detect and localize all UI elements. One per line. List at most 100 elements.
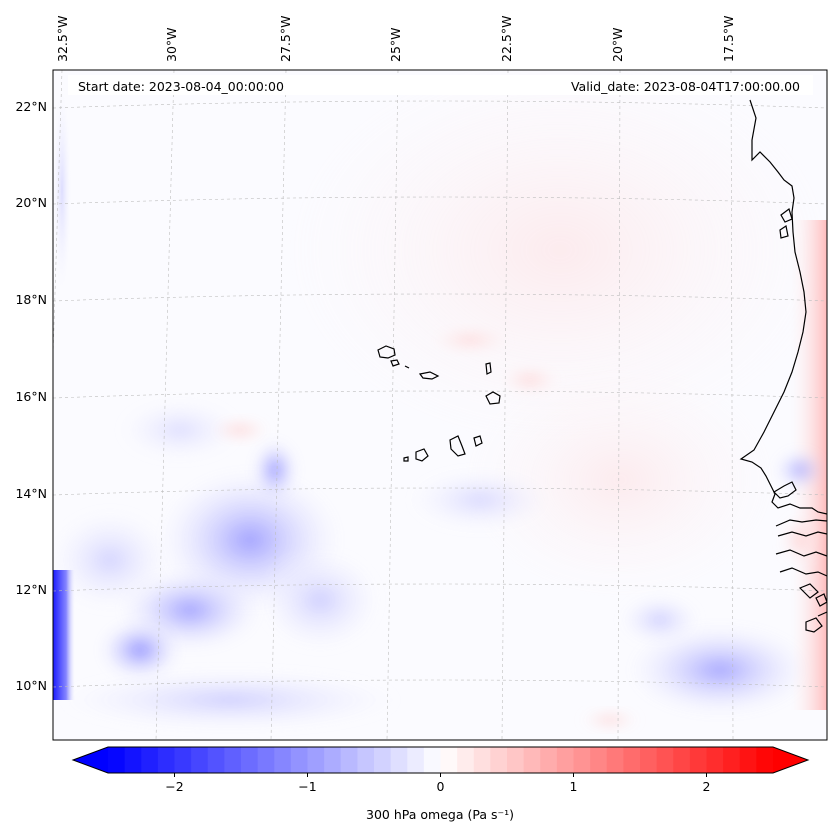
lon-tick-label: 32.5°W [55,16,70,62]
gridline-lon-17.5 [730,70,734,740]
colorbar-segment [440,747,458,773]
coast-gambia-south [777,531,827,537]
map-panel: Start date: 2023-08-04_00:00:00 Valid_da… [52,69,828,741]
colorbar-segment [124,747,142,773]
colorbar-ticks: −2 −1 0 1 2 [165,773,710,794]
lon-tick-label: 20°W [610,27,625,62]
colorbar-segment [324,747,342,773]
colorbar-segment [640,747,658,773]
lat-tick-label: 14°N [15,486,47,501]
colorbar-tick-label: −2 [165,779,183,794]
colorbar-outline [71,746,810,774]
coastline-mainland [739,99,827,515]
island-santiago [449,435,466,457]
map-frame [52,69,828,741]
colorbar-segment [540,747,558,773]
colorbar-segment [656,747,674,773]
gridline-lat-10 [53,679,827,688]
island-boa-vista [485,391,501,405]
lat-tick-label: 18°N [15,292,47,307]
coast-casamance [775,549,827,557]
colorbar-segment [340,747,358,773]
colorbar-label: 300 hPa omega (Pa s⁻¹) [366,807,514,822]
date-annotation-band [68,75,813,95]
lat-tick-label: 22°N [15,99,47,114]
island-sao-vicente [390,359,400,367]
coast-islets-2 [815,593,827,607]
coast-bijagos-east [817,611,827,617]
gridline-lon-20 [617,70,621,740]
colorbar-segment [157,747,176,773]
colorbar-segment [390,747,408,773]
colorbar-segment [590,747,608,773]
coast-gambia-north [775,519,827,527]
gridline-lon-25 [386,70,399,740]
colorbar-segment [241,747,259,773]
colorbar-segment [623,747,641,773]
island-fogo [415,448,429,462]
lon-tick-label: 17.5°W [721,16,736,62]
coast-banc-arguin [780,208,793,223]
graticule [53,70,827,740]
coast-bijagos [805,617,823,633]
colorbar-segment [207,747,225,773]
coast-inlet [779,225,789,239]
lat-tick-labels: 22°N 20°N 18°N 16°N 14°N 12°N 10°N [15,99,47,693]
colorbar-tick-label: 0 [437,779,445,794]
colorbar-segment [457,747,475,773]
colorbar-segment [224,747,242,773]
island-santa-luzia [404,365,410,369]
colorbar-tick-label: −1 [298,779,316,794]
colorbar-segment [307,747,325,773]
gridline-lat-16 [53,390,827,399]
colorbar-segment [490,747,508,773]
colorbar-segment [407,747,425,773]
colorbar-segment [739,747,757,773]
lon-tick-label: 22.5°W [499,16,514,62]
colorbar-extend-min [73,747,108,773]
lon-tick-label: 25°W [388,27,403,62]
colorbar-segment [606,747,624,773]
gridline-lon-22.5 [501,70,509,740]
gridline-lat-14 [53,487,827,496]
gridline-lat-20 [53,196,827,205]
colorbar-segment [374,747,392,773]
colorbar-segment [357,747,375,773]
colorbar-segment [290,747,309,773]
cape-verde-islands [377,345,501,462]
colorbar-segment [274,747,292,773]
colorbar-segment [756,747,774,773]
coast-cap-vert [773,481,797,499]
colorbar-segment [191,747,209,773]
coastline [739,99,827,633]
colorbar-segment [473,747,491,773]
start-date-label: Start date: 2023-08-04_00:00:00 [78,79,284,94]
island-sal [485,362,492,375]
colorbar-segment [573,747,591,773]
colorbar-segment [174,747,192,773]
colorbar-tick-label: 1 [570,779,578,794]
island-sao-nicolau [418,371,440,380]
colorbar-segment [257,747,275,773]
gridline-lat-12 [53,583,827,592]
colorbar-segment [706,747,724,773]
colorbar-segment [108,747,126,773]
lon-tick-labels: 32.5°W 30°W 27.5°W 25°W 22.5°W 20°W 17.5… [55,16,736,62]
coast-guinea-bissau [779,567,827,577]
island-santo-antao [377,345,396,359]
colorbar-segment [423,747,442,773]
lat-tick-label: 20°N [15,195,47,210]
colorbar: −2 −1 0 1 2 300 hPa omega (Pa s⁻¹) [71,746,810,822]
colorbar-segment [556,747,575,773]
gridline-lat-18 [53,293,827,302]
island-brava [403,456,409,462]
coast-islets-1 [798,583,819,599]
colorbar-segment [689,747,708,773]
colorbar-segment [141,747,159,773]
lat-tick-label: 12°N [15,582,47,597]
island-maio [473,435,483,447]
colorbar-segment [523,747,541,773]
colorbar-segment [507,747,525,773]
gridline-lon-30 [155,70,175,740]
